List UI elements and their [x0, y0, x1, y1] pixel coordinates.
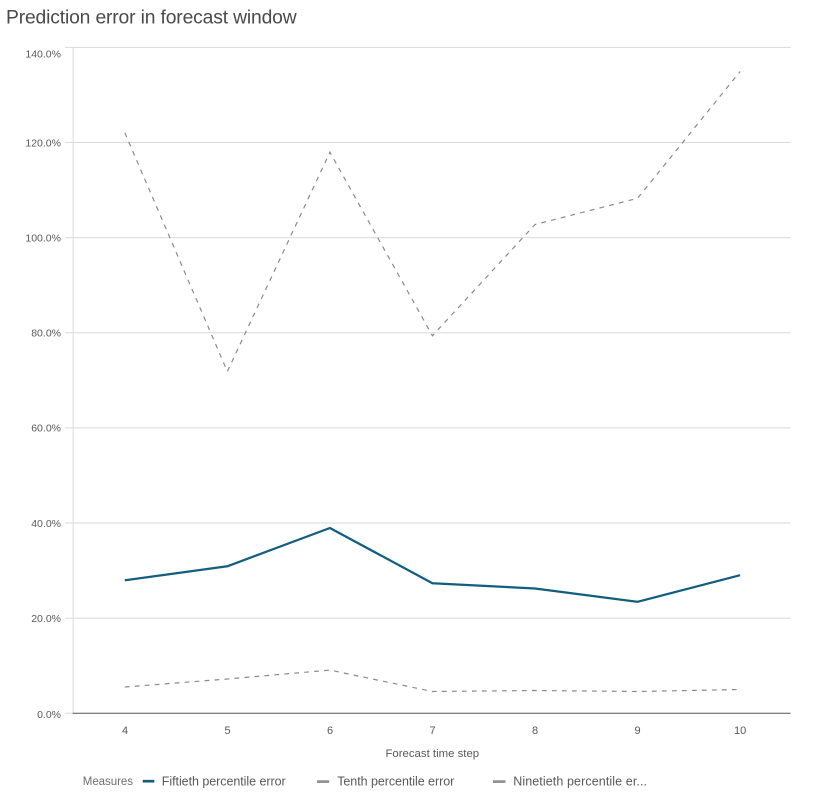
svg-text:5: 5 [224, 725, 230, 737]
svg-text:9: 9 [635, 725, 641, 737]
svg-text:4: 4 [122, 725, 128, 737]
svg-text:10: 10 [734, 725, 746, 737]
svg-text:Forecast time step: Forecast time step [385, 748, 479, 760]
svg-text:8: 8 [532, 725, 538, 737]
svg-text:Tenth percentile error: Tenth percentile error [337, 774, 454, 788]
svg-text:80.0%: 80.0% [31, 328, 61, 340]
svg-text:60.0%: 60.0% [31, 423, 61, 435]
svg-text:Fiftieth percentile error: Fiftieth percentile error [162, 774, 286, 788]
svg-text:20.0%: 20.0% [31, 613, 61, 625]
svg-text:140.0%: 140.0% [25, 49, 61, 61]
svg-text:6: 6 [327, 725, 333, 737]
svg-text:100.0%: 100.0% [25, 233, 61, 245]
svg-text:120.0%: 120.0% [25, 137, 61, 149]
svg-text:40.0%: 40.0% [31, 518, 61, 530]
svg-text:Prediction error in forecast w: Prediction error in forecast window [6, 8, 297, 29]
svg-text:7: 7 [429, 725, 435, 737]
svg-text:0.0%: 0.0% [37, 709, 61, 721]
svg-text:Ninetieth percentile er...: Ninetieth percentile er... [513, 774, 647, 788]
svg-text:Measures: Measures [83, 776, 133, 788]
